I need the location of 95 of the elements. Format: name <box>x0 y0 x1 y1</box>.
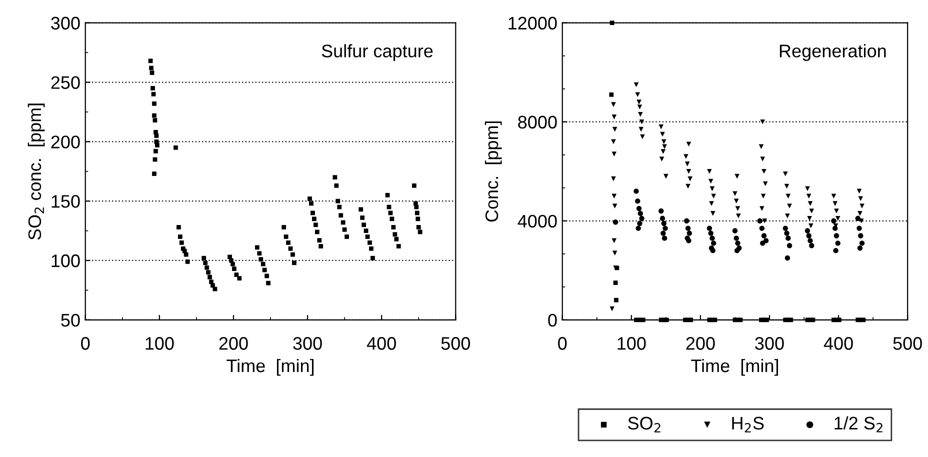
y-tick-label: 12000 <box>508 16 557 30</box>
y-tick-label: 150 <box>52 195 80 208</box>
x-axis-title: Time [min] <box>226 358 314 376</box>
point <box>710 236 715 241</box>
point <box>786 236 791 241</box>
point <box>613 280 618 285</box>
point <box>712 318 718 322</box>
point <box>634 188 639 194</box>
point <box>859 240 865 246</box>
point <box>636 226 641 231</box>
point <box>732 228 738 234</box>
x-tick-label: 200 <box>219 337 248 350</box>
point <box>837 318 842 322</box>
annotation: Sulfur capture <box>322 44 433 61</box>
point <box>660 230 666 236</box>
y-tick-label: 250 <box>51 76 80 89</box>
point <box>614 298 618 302</box>
legend-label: SO$_{2}$ <box>628 416 660 432</box>
point <box>710 240 716 246</box>
x-tick-label: 400 <box>366 337 396 350</box>
y-tick-label: 50 <box>61 314 80 327</box>
point <box>664 318 669 322</box>
y-tick-label: 4000 <box>518 214 557 228</box>
y-tick-label: 0 <box>548 314 557 327</box>
point <box>788 318 794 322</box>
x-tick-label: 300 <box>293 337 322 350</box>
point <box>662 226 668 231</box>
point <box>734 236 739 241</box>
x-tick-label: 400 <box>824 337 853 350</box>
x-tick-label: 500 <box>893 337 922 350</box>
point <box>688 318 693 322</box>
x-tick-label: 0 <box>558 337 567 350</box>
point <box>738 318 743 322</box>
point <box>808 238 813 244</box>
point <box>760 240 766 246</box>
point <box>759 226 764 231</box>
point <box>658 208 664 214</box>
point <box>782 226 788 231</box>
point <box>835 240 840 246</box>
x-tick-label: 0 <box>81 337 90 350</box>
point <box>761 233 767 238</box>
point <box>660 216 666 222</box>
x-tick-label: 100 <box>618 337 646 350</box>
point <box>857 246 863 251</box>
point <box>735 240 740 246</box>
point <box>786 243 792 248</box>
point <box>662 236 668 241</box>
point <box>708 230 714 236</box>
point <box>637 220 642 226</box>
point <box>640 318 646 322</box>
point <box>832 226 838 231</box>
point <box>855 216 860 222</box>
point <box>834 233 840 238</box>
point <box>833 248 838 254</box>
point <box>661 220 666 226</box>
point <box>734 248 740 254</box>
point <box>612 220 618 225</box>
point <box>638 210 643 216</box>
point <box>784 230 790 236</box>
point <box>636 206 642 212</box>
point <box>856 226 862 231</box>
point <box>757 218 762 224</box>
point <box>710 248 716 254</box>
y-tick-label: 100 <box>52 254 80 268</box>
point <box>685 226 691 231</box>
y-axis-title: SO$_{2}$ conc. [ppm] <box>28 104 45 240</box>
y-axis-title: Conc. [ppm] <box>484 121 502 222</box>
x-tick-label: 200 <box>686 337 715 350</box>
point <box>639 216 644 222</box>
legend-label: 1/2 S$_{2}$ <box>834 416 882 432</box>
point <box>804 228 810 234</box>
x-axis-title: Time [min] <box>691 358 778 376</box>
point <box>810 318 816 322</box>
point <box>706 226 712 231</box>
point <box>609 92 614 97</box>
x-tick-label: 500 <box>441 337 470 350</box>
point <box>635 198 640 204</box>
x-tick-label: 100 <box>146 337 174 350</box>
y-tick-label: 200 <box>51 136 80 148</box>
y-tick-label: 8000 <box>518 116 557 129</box>
legend-label: H$_{2}$S <box>732 416 764 432</box>
point <box>806 233 812 238</box>
point <box>861 318 866 322</box>
point <box>784 255 790 261</box>
point <box>684 218 690 224</box>
point <box>831 218 836 224</box>
annotation: Regeneration <box>780 44 886 61</box>
point <box>858 233 864 238</box>
point <box>686 230 692 236</box>
point <box>809 243 814 248</box>
point <box>764 318 769 322</box>
point <box>610 20 614 26</box>
point <box>686 238 692 244</box>
y-tick-label: 300 <box>51 16 80 30</box>
x-tick-label: 300 <box>755 337 784 350</box>
